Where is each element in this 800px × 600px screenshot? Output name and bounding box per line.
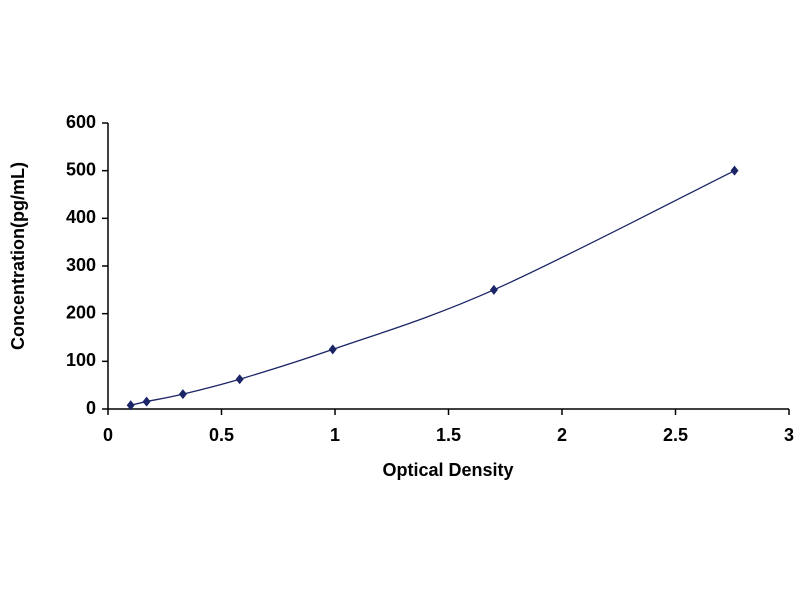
curve bbox=[130, 170, 735, 406]
point bbox=[126, 400, 135, 411]
y-axis-title: Concentration(pg/mL) bbox=[8, 162, 28, 350]
point bbox=[142, 396, 151, 407]
x-tick-label: 2 bbox=[557, 425, 567, 445]
x-tick-label: 3 bbox=[784, 425, 794, 445]
y-tick-label: 0 bbox=[86, 398, 96, 418]
x-tick-label: 1.5 bbox=[436, 425, 461, 445]
y-tick-label: 400 bbox=[66, 207, 96, 227]
x-tick-label: 0 bbox=[103, 425, 113, 445]
point bbox=[328, 344, 337, 355]
y-tick-label: 300 bbox=[66, 255, 96, 275]
y-tick-label: 100 bbox=[66, 350, 96, 370]
y-tick-label: 200 bbox=[66, 302, 96, 322]
point bbox=[178, 389, 187, 400]
x-tick-label: 0.5 bbox=[209, 425, 234, 445]
x-tick-label: 2.5 bbox=[663, 425, 688, 445]
y-tick-label: 600 bbox=[66, 112, 96, 132]
y-tick-label: 500 bbox=[66, 159, 96, 179]
point bbox=[235, 374, 244, 385]
point bbox=[730, 165, 739, 176]
point bbox=[489, 284, 498, 295]
x-axis-title: Optical Density bbox=[382, 460, 513, 480]
x-tick-label: 1 bbox=[330, 425, 340, 445]
